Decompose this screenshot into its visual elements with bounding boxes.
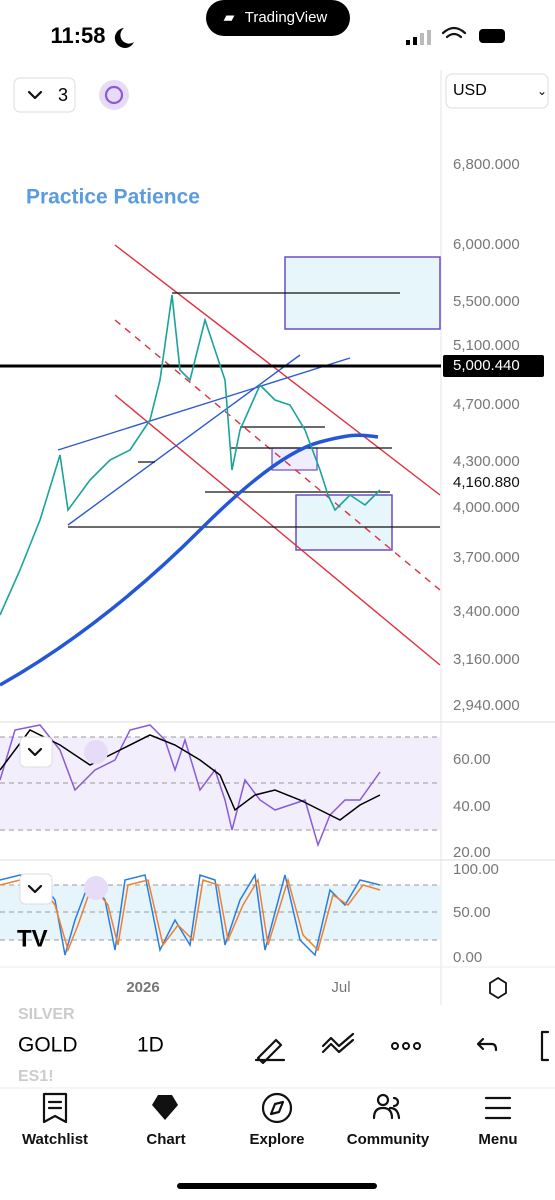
nav-label[interactable]: Menu — [478, 1131, 517, 1148]
wifi — [441, 26, 467, 39]
signal — [406, 30, 431, 45]
chevron — [27, 884, 43, 894]
stoch-label: 100.00 — [453, 861, 499, 878]
chart-annotation: Practice Patience — [26, 186, 200, 209]
indicators-button[interactable] — [321, 1032, 355, 1054]
currency-arrow: ⌄ — [537, 84, 547, 98]
stoch-d — [0, 877, 381, 953]
price-label: 4,000.000 — [453, 499, 520, 516]
price-label: 3,700.000 — [453, 549, 520, 566]
menu-icon[interactable] — [484, 1096, 512, 1120]
battery — [479, 29, 505, 43]
price-label: 3,160.000 — [453, 651, 520, 668]
draw-button[interactable] — [254, 1038, 286, 1065]
nav-label[interactable]: Chart — [146, 1131, 185, 1148]
price-label: 2,940.000 — [453, 697, 520, 714]
interval[interactable]: 1D — [137, 1034, 164, 1057]
nav-label[interactable]: Watchlist — [22, 1131, 88, 1148]
tv-logo: ▰ — [223, 9, 235, 24]
sync-icon — [104, 85, 124, 105]
price-tag: 5,000.440 — [453, 357, 520, 374]
layout-count: 3 — [58, 85, 68, 105]
chart-icon[interactable] — [152, 1095, 178, 1120]
fullscreen-button[interactable] — [540, 1030, 550, 1062]
time-label: Jul — [331, 979, 350, 996]
sync-button[interactable] — [84, 876, 108, 900]
wedge — [57, 354, 351, 526]
moving-average — [0, 433, 379, 687]
rsi-label: 40.00 — [453, 798, 491, 815]
time-label: 2026 — [126, 979, 159, 996]
nav-label[interactable]: Explore — [249, 1131, 304, 1148]
price-label: 4,700.000 — [453, 396, 520, 413]
rsi-label: 60.00 — [453, 751, 491, 768]
price-label: 3,400.000 — [453, 603, 520, 620]
rsi-label: 20.00 — [453, 844, 491, 861]
more-button[interactable] — [391, 1042, 421, 1050]
stoch-label: 0.00 — [453, 949, 482, 966]
explore-icon[interactable] — [261, 1092, 293, 1124]
symbol[interactable]: ES1! — [18, 1068, 54, 1085]
levels — [68, 292, 440, 528]
moon-icon — [114, 28, 134, 48]
currency: USD — [453, 82, 487, 99]
price-series — [0, 294, 381, 616]
chevron — [27, 90, 43, 100]
price-tag-bg — [443, 355, 544, 377]
rsi-average — [0, 729, 381, 821]
layout-button[interactable] — [13, 77, 76, 113]
collapse-button[interactable] — [19, 873, 53, 905]
price-label: 6,000.000 — [453, 236, 520, 253]
sync-button[interactable] — [99, 80, 129, 110]
explore-needle — [269, 1100, 285, 1116]
symbol[interactable]: SILVER — [18, 1006, 75, 1023]
app-name: TradingView — [245, 9, 328, 26]
chevron — [27, 747, 43, 757]
price-label: 5,100.000 — [453, 337, 520, 354]
rsi-levels — [0, 736, 441, 831]
rsi-line — [0, 724, 381, 848]
stoch-label: 50.00 — [453, 904, 491, 921]
stoch-k — [0, 872, 381, 957]
home-indicator — [177, 1183, 377, 1189]
dynamic-island — [206, 0, 350, 36]
undo-button[interactable] — [476, 1037, 498, 1052]
price-label: 6,800.000 — [453, 156, 520, 173]
tv-watermark: TV — [17, 925, 48, 952]
community-icon[interactable] — [372, 1093, 401, 1120]
box — [295, 494, 393, 551]
sync-button[interactable] — [84, 740, 108, 764]
settings-button[interactable] — [489, 976, 507, 1000]
symbol-current[interactable]: GOLD — [18, 1034, 78, 1057]
nav-label[interactable]: Community — [347, 1131, 430, 1148]
price-label: 5,500.000 — [453, 293, 520, 310]
collapse-button[interactable] — [19, 736, 53, 768]
currency-select[interactable] — [445, 73, 549, 109]
price-label: 4,300.000 — [453, 453, 520, 470]
price-tag: 4,160.880 — [453, 474, 520, 491]
watchlist-icon[interactable] — [42, 1092, 68, 1124]
clock: 11:58 — [50, 23, 105, 48]
